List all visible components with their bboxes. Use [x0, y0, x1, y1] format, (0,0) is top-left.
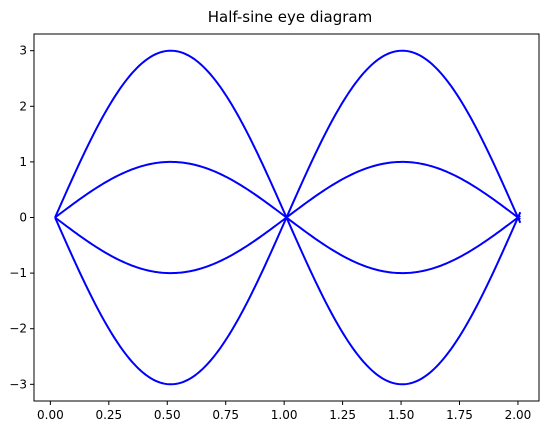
- y-tick-label: −3: [9, 377, 27, 391]
- plot-area: [54, 49, 522, 386]
- series-line: [54, 160, 521, 275]
- x-tick-label: 2.00: [505, 408, 532, 422]
- x-tick-label: 1.75: [446, 408, 473, 422]
- x-tick-label: 0.00: [37, 408, 64, 422]
- plot-frame: [33, 33, 540, 402]
- x-tick-label: 0.75: [212, 408, 239, 422]
- y-tick-label: 2: [19, 99, 27, 113]
- y-axis: −3 −2 −1 0 1 2 3: [9, 44, 34, 391]
- y-tick-label: 1: [19, 155, 27, 169]
- series-line: [54, 49, 522, 386]
- x-tick-label: 1.00: [271, 408, 298, 422]
- x-tick-label: 0.25: [95, 408, 122, 422]
- y-tick-label: 3: [19, 44, 27, 58]
- x-tick-label: 1.50: [388, 408, 415, 422]
- series-line: [54, 49, 522, 386]
- series-line: [54, 160, 521, 275]
- chart-title: Half-sine eye diagram: [208, 8, 372, 26]
- y-tick-label: 0: [19, 211, 27, 225]
- y-tick-label: −1: [9, 266, 27, 280]
- x-tick-label: 1.25: [329, 408, 356, 422]
- x-tick-label: 0.50: [154, 408, 181, 422]
- x-axis: 0.00 0.25 0.50 0.75 1.00 1.25 1.50 1.75 2.00: [37, 401, 531, 422]
- y-tick-label: −2: [9, 322, 27, 336]
